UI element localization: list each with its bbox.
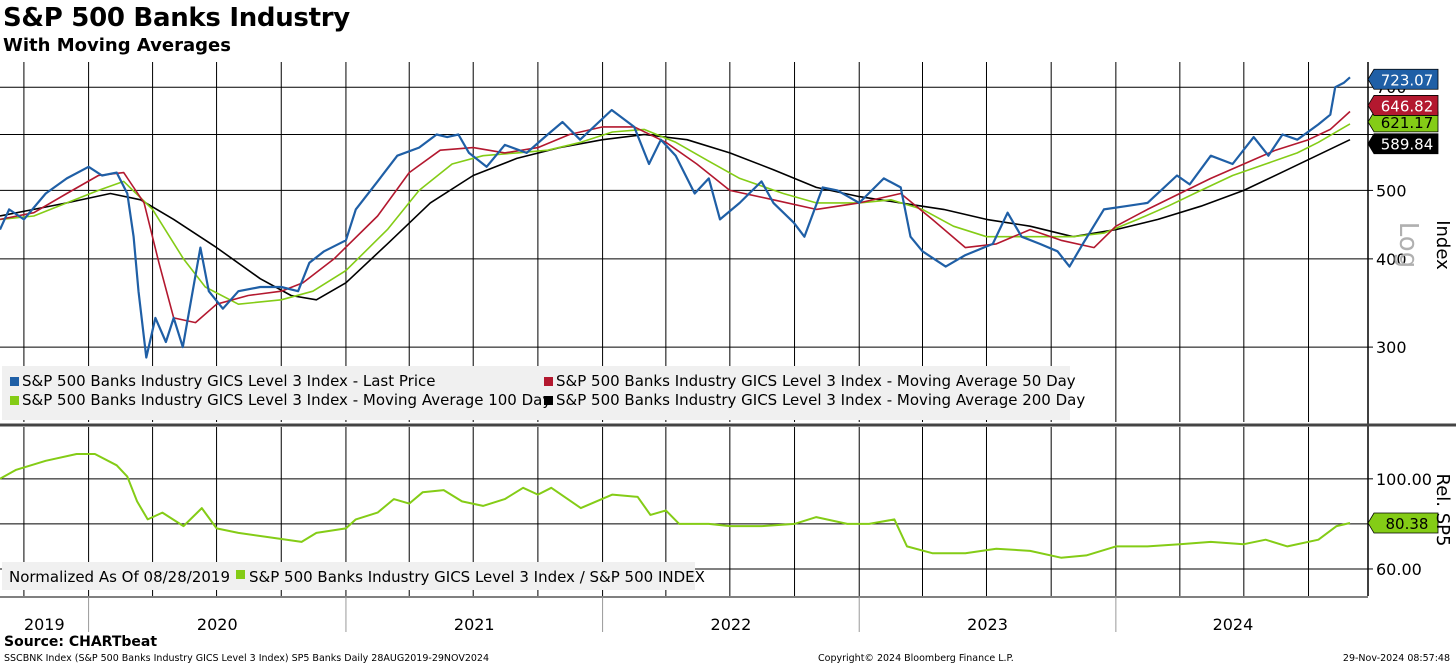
legend-note: Normalized As Of 08/28/2019 [9, 568, 230, 586]
last-value-label: 646.82 [1381, 97, 1434, 115]
last-value-label: 621.17 [1381, 114, 1434, 132]
last-value-label: 80.38 [1386, 515, 1429, 533]
price-series-group [0, 76, 1351, 359]
chart-subtitle: With Moving Averages [3, 35, 231, 56]
series-line [0, 133, 1351, 301]
source-note: Source: CHARTbeat [4, 634, 158, 650]
y-tick-label: 500 [1376, 181, 1407, 200]
y-tick-label: 60.00 [1376, 560, 1422, 579]
last-value-label: 723.07 [1381, 71, 1434, 89]
last-value-label: 589.84 [1381, 136, 1434, 154]
legend-box [2, 562, 695, 590]
x-tick-label: 2024 [1213, 615, 1254, 634]
axes: 30040050070060.00100.0020192020202120222… [0, 62, 1456, 634]
legend-swatch [544, 396, 553, 405]
last-value-badge [1367, 68, 1439, 90]
series-line [0, 453, 1351, 559]
series-line [0, 76, 1351, 359]
legend-label: S&P 500 Banks Industry GICS Level 3 Inde… [22, 391, 551, 409]
footer-copyright: Copyright© 2024 Bloomberg Finance L.P. [818, 653, 1014, 664]
legend-swatch [236, 570, 245, 579]
legend-box [2, 366, 1070, 420]
series-line [0, 110, 1351, 324]
y-tick-label: 100.00 [1376, 470, 1432, 489]
relative-series-group [0, 453, 1351, 559]
price-axis-label: Index [1432, 220, 1453, 270]
last-value-badge [1367, 133, 1439, 155]
x-tick-label: 2022 [711, 615, 752, 634]
x-tick-label: 2019 [24, 615, 65, 634]
legend-swatch [544, 377, 553, 386]
legend-label: S&P 500 Banks Industry GICS Level 3 Inde… [22, 372, 436, 390]
legend-label: S&P 500 Banks Industry GICS Level 3 Inde… [249, 568, 705, 586]
x-tick-label: 2021 [454, 615, 495, 634]
y-tick-label: 400 [1376, 250, 1407, 269]
log-scale-label: Log [1393, 222, 1423, 268]
legends: S&P 500 Banks Industry GICS Level 3 Inde… [2, 366, 1085, 590]
legend-swatch [10, 396, 19, 405]
chart-title: S&P 500 Banks Industry [3, 3, 350, 33]
x-tick-label: 2020 [197, 615, 238, 634]
last-value-badge [1367, 512, 1439, 534]
grid [0, 62, 1368, 596]
relative-axis-label: Rel. SP5 [1432, 474, 1453, 547]
legend-label: S&P 500 Banks Industry GICS Level 3 Inde… [556, 372, 1076, 390]
x-tick-label: 2023 [967, 615, 1008, 634]
series-line [0, 123, 1351, 305]
last-value-badge [1367, 95, 1439, 116]
footer-timestamp: 29-Nov-2024 08:57:48 [1342, 653, 1450, 664]
legend-label: S&P 500 Banks Industry GICS Level 3 Inde… [556, 391, 1085, 409]
legend-swatch [10, 377, 19, 386]
footer-ticker-info: SSCBNK Index (S&P 500 Banks Industry GIC… [4, 653, 489, 664]
y-tick-label: 300 [1376, 338, 1407, 357]
